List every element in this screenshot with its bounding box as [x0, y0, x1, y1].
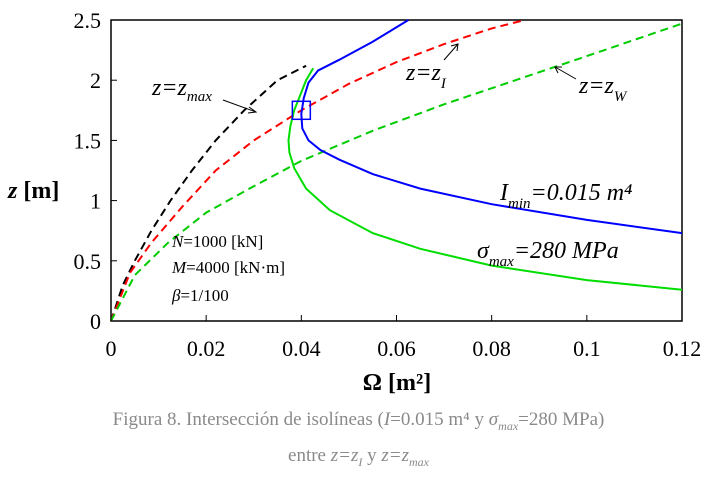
annotation-zW: z=zW	[578, 73, 628, 105]
y-tick-label: 1	[90, 189, 101, 214]
series-line-0	[110, 64, 307, 322]
param-M: M=4000 [kN·m]	[171, 258, 285, 277]
y-tick-label: 0.5	[74, 249, 102, 274]
y-axis-title: z [m]	[7, 178, 59, 204]
caption-line-1: Figura 8. Intersección de isolíneas (I=0…	[112, 409, 605, 433]
annotation-zI: z=zI	[405, 60, 447, 92]
chart: 0 0.02 0.04 0.06 0.08 0.1 0.12 0 0.5 1 1.5 2 2.5 z […	[7, 8, 702, 396]
arrow-zmax-head	[247, 106, 258, 114]
x-tick-label: 0	[106, 336, 117, 361]
x-tick-label: 0.04	[282, 336, 321, 361]
param-beta: β=1/100	[171, 286, 229, 305]
arrow-zW	[554, 66, 577, 80]
param-N: N=1000 [kN]	[171, 232, 263, 251]
annotation-zmax: z=zmax	[151, 75, 212, 105]
x-tick-label: 0.1	[573, 336, 601, 361]
x-tick-label: 0.08	[472, 336, 511, 361]
x-axis-title: Ω [m²]	[363, 370, 431, 396]
arrow-zW-head	[554, 66, 562, 74]
x-tick-label: 0.02	[187, 336, 226, 361]
intersection-marker	[291, 100, 312, 121]
ticks-layer: 0 0.02 0.04 0.06 0.08 0.1 0.12 0 0.5 1 1.5 2 2.5	[74, 8, 702, 361]
series-line-4	[287, 67, 683, 291]
series-line-1	[110, 19, 526, 322]
arrow-zmax	[222, 99, 257, 113]
figure-caption: Figura 8. Intersección de isolíneas (I=0…	[0, 405, 717, 477]
y-tick-label: 2	[90, 68, 101, 93]
y-tick-label: 1.5	[74, 128, 102, 153]
x-tick-label: 0.12	[663, 336, 702, 361]
y-axis-unit: [m]	[17, 178, 59, 204]
arrow-zI	[443, 43, 459, 61]
y-tick-label: 0	[90, 309, 101, 334]
curves-layer	[110, 19, 683, 322]
x-tick-label: 0.06	[377, 336, 416, 361]
caption-line-2: entre z=zI y z=zmax	[288, 444, 429, 469]
series-line-3	[300, 19, 683, 235]
arrow-zI-head	[450, 43, 459, 52]
series-line-2	[110, 22, 683, 322]
y-tick-label: 2.5	[74, 8, 102, 33]
y-axis-symbol: z	[7, 178, 18, 204]
annotation-imin: Imin=0.015 m⁴	[499, 180, 632, 212]
annotation-sigma: σmax=280 MPa	[477, 238, 619, 270]
annotation-arrows	[222, 43, 577, 114]
